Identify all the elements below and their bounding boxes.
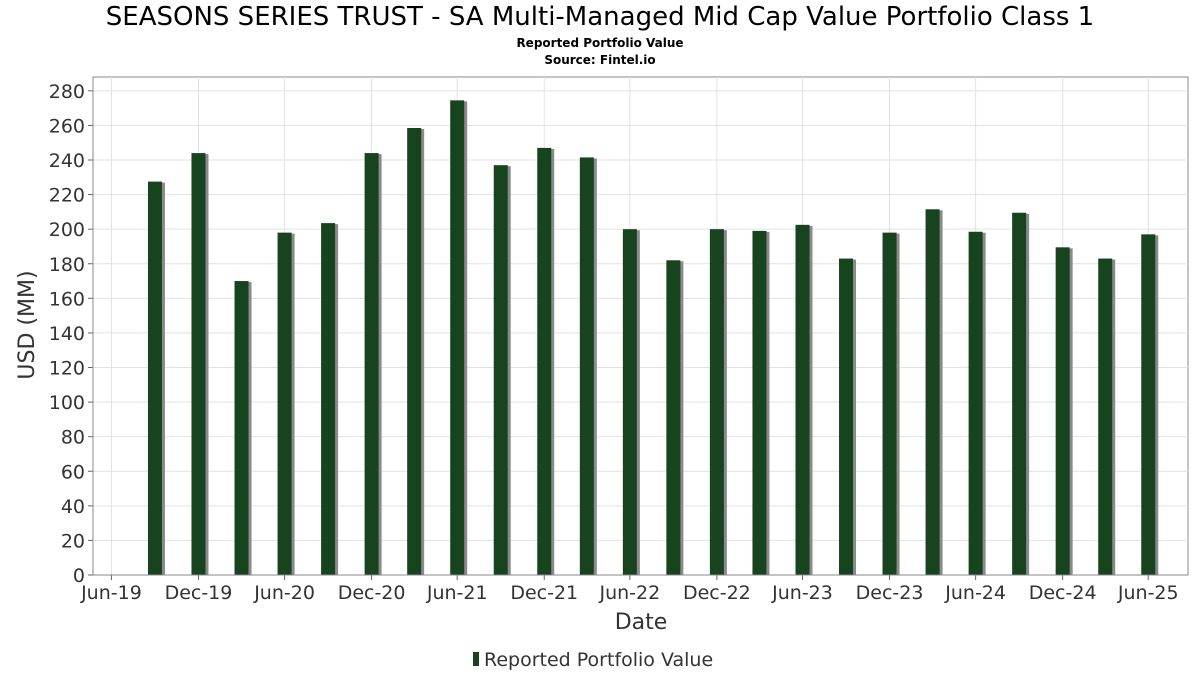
- bar: [622, 229, 637, 575]
- bar: [147, 181, 162, 576]
- legend-label: Reported Portfolio Value: [484, 649, 713, 671]
- x-tick-label: Dec-24: [1029, 582, 1097, 604]
- bar: [752, 230, 767, 576]
- x-tick-label: Dec-20: [338, 582, 406, 604]
- legend: Reported Portfolio Value: [473, 649, 713, 671]
- x-tick-label: Jun-23: [771, 582, 833, 604]
- y-tick-label: 260: [49, 115, 85, 137]
- x-tick-label: Dec-22: [683, 582, 751, 604]
- y-tick-label: 220: [49, 185, 85, 207]
- bars-group: [147, 100, 1159, 576]
- x-tick-label: Jun-21: [426, 582, 488, 604]
- y-tick-label: 100: [49, 392, 85, 414]
- bar: [493, 165, 508, 575]
- chart-source: Source: Fintel.io: [544, 53, 656, 67]
- bar: [364, 153, 379, 576]
- bar: [277, 232, 292, 575]
- bar: [925, 209, 940, 575]
- x-axis-label: Date: [615, 610, 668, 635]
- bar: [795, 224, 810, 575]
- x-tick-label: Dec-21: [510, 582, 578, 604]
- bar: [1012, 212, 1027, 576]
- bar: [666, 260, 681, 575]
- bar: [579, 157, 594, 575]
- y-tick-label: 280: [49, 81, 85, 103]
- x-tick-label: Jun-19: [80, 582, 142, 604]
- chart-subtitle: Reported Portfolio Value: [516, 36, 684, 50]
- bar: [968, 231, 983, 575]
- y-tick-label: 160: [49, 288, 85, 310]
- x-tick-label: Jun-25: [1117, 582, 1179, 604]
- legend-swatch: [473, 652, 479, 666]
- y-tick-label: 40: [61, 496, 85, 518]
- bar: [839, 258, 854, 575]
- x-tick-label: Jun-22: [598, 582, 660, 604]
- bar: [1055, 247, 1070, 575]
- bar: [234, 281, 249, 575]
- chart-title: SEASONS SERIES TRUST - SA Multi-Managed …: [105, 2, 1095, 32]
- bar: [191, 153, 206, 576]
- bar: [537, 147, 552, 576]
- bar: [407, 128, 422, 575]
- x-tick-label: Dec-19: [165, 582, 233, 604]
- bar: [1141, 234, 1156, 575]
- bar: [709, 229, 724, 575]
- y-tick-labels: 0 20 40 60 80 100 120 140 160 180 200 220 240 260 280: [49, 81, 85, 587]
- y-tick-label: 20: [61, 530, 85, 552]
- y-tick-label: 0: [73, 565, 85, 587]
- bar: [882, 232, 897, 575]
- y-tick-label: 60: [61, 461, 85, 483]
- x-tick-label: Jun-24: [944, 582, 1006, 604]
- axes: [88, 77, 1188, 580]
- y-tick-label: 120: [49, 358, 85, 380]
- y-tick-label: 200: [49, 219, 85, 241]
- y-axis-label: USD (MM): [15, 270, 40, 379]
- x-tick-label: Jun-20: [253, 582, 315, 604]
- y-tick-label: 80: [61, 427, 85, 449]
- grid-lines: [92, 76, 1189, 576]
- y-tick-label: 180: [49, 254, 85, 276]
- y-tick-label: 140: [49, 323, 85, 345]
- y-tick-label: 240: [49, 150, 85, 172]
- bar: [1098, 258, 1113, 575]
- x-tick-label: Dec-23: [856, 582, 924, 604]
- bar: [450, 100, 465, 575]
- x-tick-labels: Jun-19 Dec-19 Jun-20 Dec-20 Jun-21 Dec-21 Jun-…: [80, 582, 1179, 604]
- bar: [321, 223, 336, 576]
